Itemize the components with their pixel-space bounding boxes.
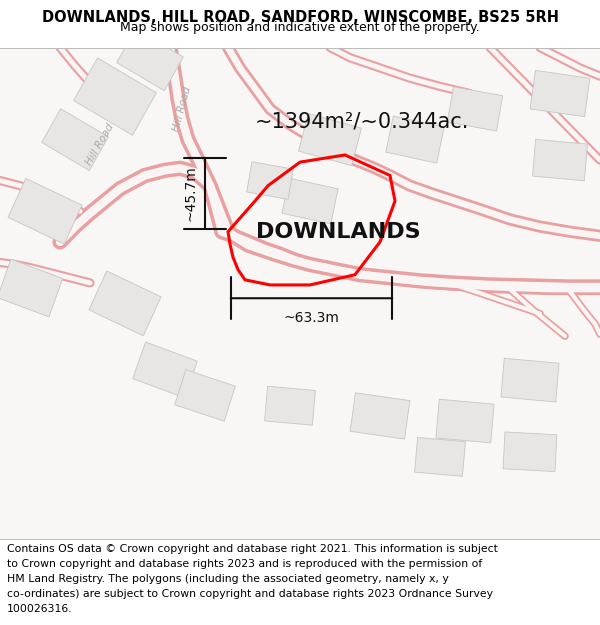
Bar bbox=[116, 29, 184, 91]
Bar bbox=[74, 58, 157, 135]
Bar bbox=[436, 399, 494, 443]
Text: co-ordinates) are subject to Crown copyright and database rights 2023 Ordnance S: co-ordinates) are subject to Crown copyr… bbox=[7, 589, 493, 599]
Bar bbox=[41, 109, 109, 171]
Bar bbox=[282, 178, 338, 224]
Text: Hill Road: Hill Road bbox=[84, 122, 116, 168]
Bar bbox=[350, 392, 410, 439]
Bar bbox=[533, 139, 587, 181]
Bar bbox=[0, 259, 62, 317]
Bar bbox=[415, 438, 466, 476]
Text: ~1394m²/~0.344ac.: ~1394m²/~0.344ac. bbox=[255, 111, 469, 131]
Bar bbox=[530, 71, 590, 117]
Text: ~63.3m: ~63.3m bbox=[284, 311, 340, 324]
Bar bbox=[501, 358, 559, 402]
Text: Hill Road: Hill Road bbox=[171, 85, 193, 132]
Bar bbox=[265, 386, 316, 425]
Text: HM Land Registry. The polygons (including the associated geometry, namely x, y: HM Land Registry. The polygons (includin… bbox=[7, 574, 449, 584]
Bar bbox=[175, 370, 235, 421]
Bar bbox=[89, 271, 161, 336]
Text: Contains OS data © Crown copyright and database right 2021. This information is : Contains OS data © Crown copyright and d… bbox=[7, 544, 498, 554]
Bar bbox=[503, 432, 557, 471]
Bar bbox=[299, 114, 361, 166]
Text: 100026316.: 100026316. bbox=[7, 604, 73, 614]
Text: Map shows position and indicative extent of the property.: Map shows position and indicative extent… bbox=[120, 21, 480, 34]
Bar bbox=[448, 87, 503, 131]
Bar bbox=[386, 116, 444, 163]
Text: DOWNLANDS: DOWNLANDS bbox=[256, 222, 421, 242]
Bar bbox=[8, 178, 82, 244]
Text: DOWNLANDS, HILL ROAD, SANDFORD, WINSCOMBE, BS25 5RH: DOWNLANDS, HILL ROAD, SANDFORD, WINSCOMB… bbox=[41, 11, 559, 26]
Text: to Crown copyright and database rights 2023 and is reproduced with the permissio: to Crown copyright and database rights 2… bbox=[7, 559, 482, 569]
Text: ~45.7m: ~45.7m bbox=[183, 166, 197, 221]
Bar bbox=[247, 162, 293, 199]
Bar bbox=[133, 342, 197, 398]
